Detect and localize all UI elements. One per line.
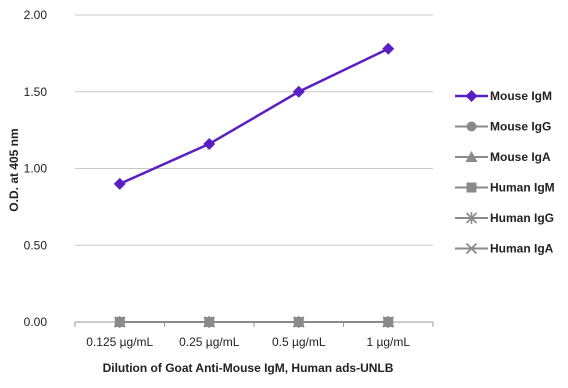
- legend-marker: [466, 90, 478, 102]
- x-tick-label: 0.25 µg/mL: [179, 335, 240, 349]
- y-tick-label: 1.00: [24, 162, 48, 176]
- y-tick-label: 0.00: [24, 315, 48, 329]
- data-point: [114, 178, 126, 190]
- x-tick-label: 0.125 µg/mL: [86, 335, 153, 349]
- y-tick-label: 1.50: [24, 85, 48, 99]
- data-point: [204, 317, 214, 327]
- series: [114, 43, 395, 328]
- data-point: [294, 317, 304, 327]
- data-point: [293, 86, 305, 98]
- legend-item: Mouse IgM: [455, 89, 552, 103]
- legend-item: Human IgA: [455, 242, 554, 256]
- legend-item: Mouse IgG: [455, 120, 551, 134]
- legend-item: Human IgM: [455, 181, 555, 195]
- legend-item: Mouse IgA: [455, 150, 551, 164]
- data-point: [203, 138, 215, 150]
- legend-label: Mouse IgG: [490, 120, 551, 134]
- legend-label: Human IgG: [490, 211, 554, 225]
- axes: 0.00 0.50 1.00 1.50 2.00 0.125 µg/mL 0.25 µg/m…: [24, 8, 433, 349]
- x-tick-label: 0.5 µg/mL: [272, 335, 326, 349]
- series-line: [120, 49, 389, 184]
- data-point: [382, 43, 394, 55]
- x-tick-label: 1 µg/mL: [366, 335, 410, 349]
- data-point: [115, 317, 125, 327]
- legend-item: Human IgG: [455, 211, 554, 225]
- y-axis-title: O.D. at 405 nm: [7, 128, 21, 211]
- y-tick-label: 0.50: [24, 238, 48, 252]
- x-axis-title: Dilution of Goat Anti-Mouse IgM, Human a…: [103, 361, 394, 375]
- legend-marker: [467, 183, 477, 193]
- legend-marker: [467, 122, 477, 132]
- legend-label: Mouse IgA: [490, 150, 551, 164]
- legend-label: Human IgM: [490, 181, 555, 195]
- y-tick-label: 2.00: [24, 8, 48, 22]
- legend-label: Mouse IgM: [490, 89, 552, 103]
- legend: Mouse IgM Mouse IgG Mouse IgA Human IgM Huma…: [455, 89, 555, 256]
- data-point: [383, 317, 393, 327]
- legend-label: Human IgA: [490, 242, 554, 256]
- grid: [75, 15, 433, 245]
